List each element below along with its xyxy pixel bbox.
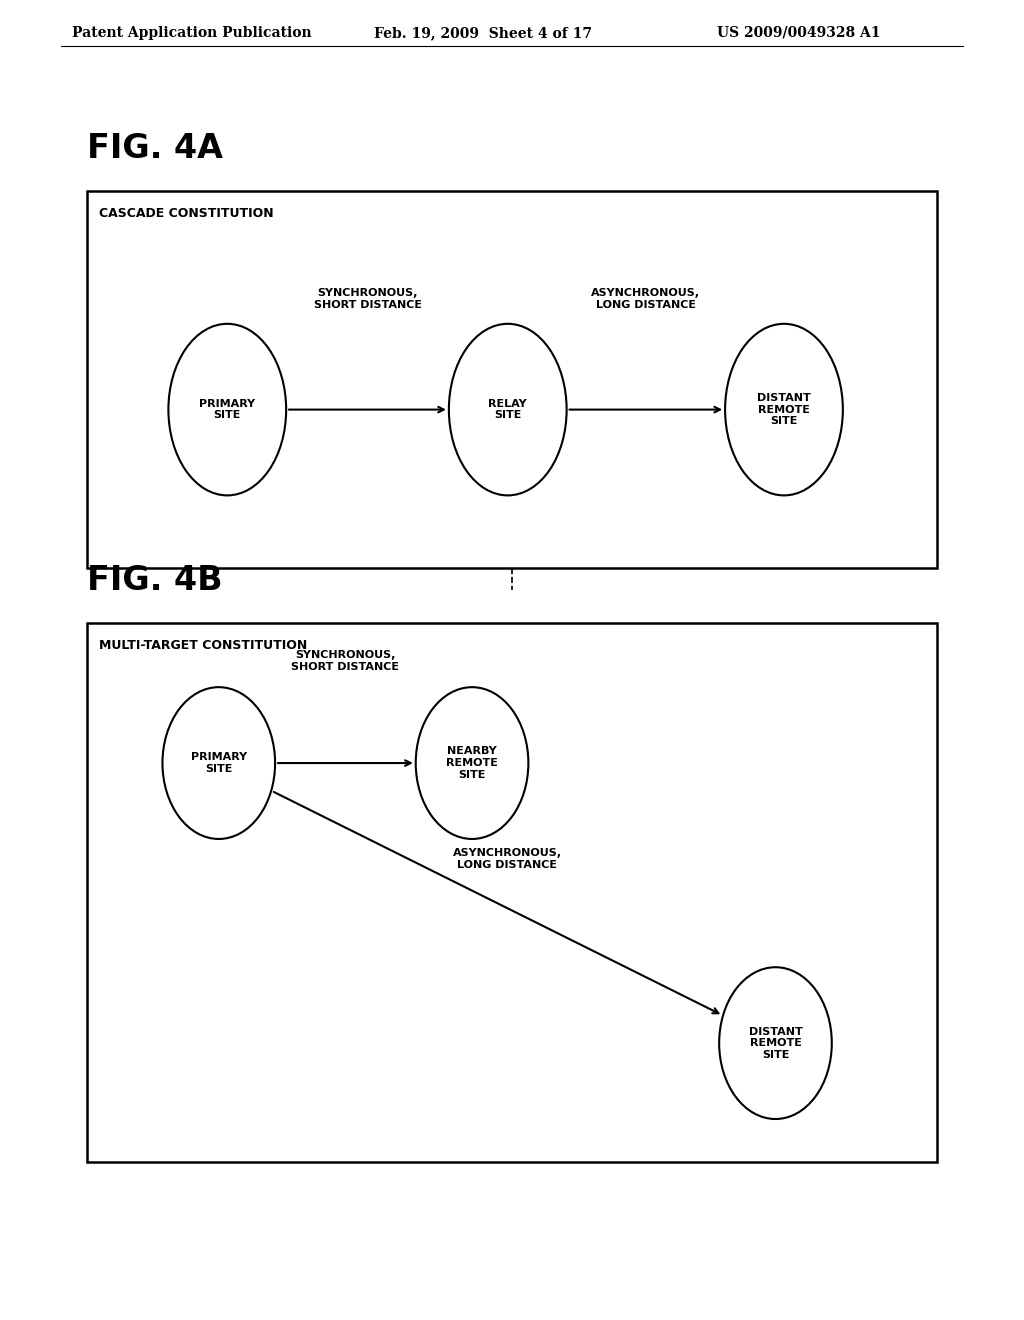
Text: PRIMARY
SITE: PRIMARY SITE bbox=[190, 752, 247, 774]
Text: FIG. 4A: FIG. 4A bbox=[87, 132, 223, 165]
Text: ASYNCHRONOUS,
LONG DISTANCE: ASYNCHRONOUS, LONG DISTANCE bbox=[592, 289, 700, 310]
Text: DISTANT
REMOTE
SITE: DISTANT REMOTE SITE bbox=[749, 1027, 803, 1060]
Text: PRIMARY
SITE: PRIMARY SITE bbox=[200, 399, 255, 420]
Text: SYNCHRONOUS,
SHORT DISTANCE: SYNCHRONOUS, SHORT DISTANCE bbox=[313, 289, 422, 310]
Ellipse shape bbox=[416, 688, 528, 840]
Text: NEARBY
REMOTE
SITE: NEARBY REMOTE SITE bbox=[446, 747, 498, 780]
Text: DISTANT
REMOTE
SITE: DISTANT REMOTE SITE bbox=[757, 393, 811, 426]
Text: US 2009/0049328 A1: US 2009/0049328 A1 bbox=[717, 26, 881, 40]
Bar bbox=[87, 191, 937, 568]
Ellipse shape bbox=[725, 323, 843, 495]
Ellipse shape bbox=[449, 323, 566, 495]
Ellipse shape bbox=[163, 688, 275, 840]
Text: Patent Application Publication: Patent Application Publication bbox=[72, 26, 311, 40]
Text: Feb. 19, 2009  Sheet 4 of 17: Feb. 19, 2009 Sheet 4 of 17 bbox=[374, 26, 592, 40]
Ellipse shape bbox=[719, 968, 831, 1119]
Text: SYNCHRONOUS,
SHORT DISTANCE: SYNCHRONOUS, SHORT DISTANCE bbox=[292, 651, 399, 672]
Ellipse shape bbox=[168, 323, 286, 495]
Text: RELAY
SITE: RELAY SITE bbox=[488, 399, 527, 420]
Text: ASYNCHRONOUS,
LONG DISTANCE: ASYNCHRONOUS, LONG DISTANCE bbox=[453, 849, 562, 870]
Bar bbox=[87, 623, 937, 1162]
Text: MULTI-TARGET CONSTITUTION: MULTI-TARGET CONSTITUTION bbox=[99, 639, 307, 652]
Text: CASCADE CONSTITUTION: CASCADE CONSTITUTION bbox=[99, 207, 274, 220]
Text: FIG. 4B: FIG. 4B bbox=[87, 564, 222, 597]
